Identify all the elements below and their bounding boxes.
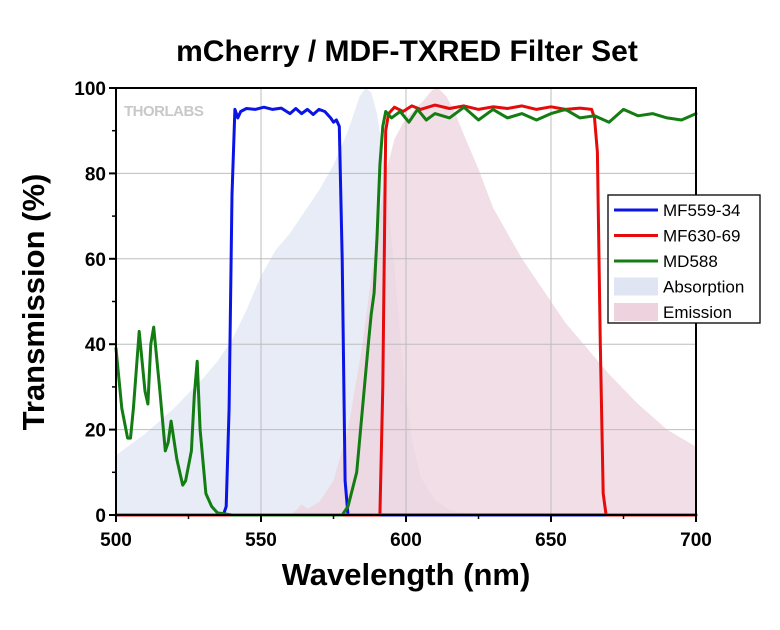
legend-swatch-emission [614, 303, 658, 321]
y-tick-label: 80 [85, 164, 106, 185]
y-tick-label: 20 [85, 421, 106, 442]
x-tick-label: 600 [390, 530, 422, 551]
legend-box [607, 194, 761, 324]
legend-swatch-absorption [614, 277, 658, 296]
chart-title: mCherry / MDF-TXRED Filter Set [176, 35, 638, 68]
y-axis-title: Transmission (%) [16, 174, 51, 431]
y-tick-label: 40 [85, 335, 106, 356]
axes-layer: 500 550 600 650 700 0 20 40 60 80 100 [74, 79, 712, 551]
legend-label-mf630-69: MF630-69 [663, 227, 740, 246]
y-tick-label: 100 [74, 79, 106, 100]
legend-label-absorption: Absorption [663, 278, 744, 297]
legend-label-emission: Emission [663, 303, 732, 322]
line-layer [114, 103, 698, 517]
x-tick-label: 550 [245, 530, 277, 551]
x-tick-label: 500 [100, 530, 132, 551]
series-area-emission [290, 88, 696, 515]
series-line-mf559-34 [114, 105, 698, 517]
x-tick-label: 700 [680, 530, 712, 551]
x-tick-label: 650 [535, 530, 567, 551]
legend-label-md588: MD588 [663, 252, 718, 271]
thorlabs-watermark: THORLABS [124, 103, 204, 120]
y-tick-label: 60 [85, 250, 106, 271]
legend-label-mf559-34: MF559-34 [663, 201, 740, 220]
series-line-mf630-69 [114, 103, 698, 517]
y-tick-label: 0 [95, 506, 106, 527]
series-line-md588 [114, 105, 698, 517]
legend: MF559-34 MF630-69 MD588 Absorption Emission [607, 194, 761, 324]
x-axis-title: Wavelength (nm) [282, 557, 531, 592]
